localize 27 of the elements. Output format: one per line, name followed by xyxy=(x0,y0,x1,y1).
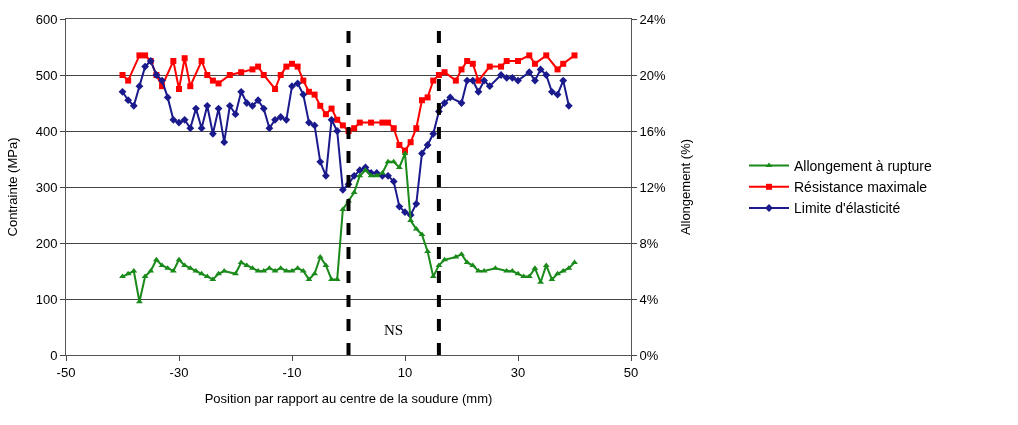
y2-tick-label: 0% xyxy=(639,347,659,363)
y-tick-label: 100 xyxy=(35,291,58,307)
y2-tick-label: 24% xyxy=(639,11,667,27)
annotation: NS xyxy=(384,322,404,338)
x-tick-label: -10 xyxy=(282,364,302,380)
x-tick-label: 50 xyxy=(623,364,639,380)
y2-tick-label: 16% xyxy=(639,123,667,139)
y-tick-label: 400 xyxy=(35,123,58,139)
y2-tick-label: 4% xyxy=(639,291,659,307)
legend-label: Allongement à rupture xyxy=(794,158,932,175)
y2-tick-label: 8% xyxy=(639,235,659,251)
y2-tick-label: 20% xyxy=(639,67,667,83)
x-tick-label: -50 xyxy=(56,364,76,380)
y-tick-label: 300 xyxy=(35,179,58,195)
x-axis-title: Position par rapport au centre de la soudure (mm) xyxy=(204,391,493,407)
x-tick-label: -30 xyxy=(169,364,189,380)
y-axis-title: Contrainte (MPa) xyxy=(4,137,20,237)
y-tick-label: 200 xyxy=(35,235,58,251)
legend-label: Résistance maximale xyxy=(794,179,928,196)
y-tick-label: 600 xyxy=(35,11,58,27)
y2-tick-label: 12% xyxy=(639,179,667,195)
y-tick-label: 0 xyxy=(50,347,58,363)
x-tick-label: 30 xyxy=(510,364,526,380)
x-tick-label: 10 xyxy=(397,364,413,380)
y2-axis-title: Allongement (%) xyxy=(677,138,693,236)
y-tick-label: 500 xyxy=(35,67,58,83)
legend-label: Limite d'élasticité xyxy=(794,200,901,217)
